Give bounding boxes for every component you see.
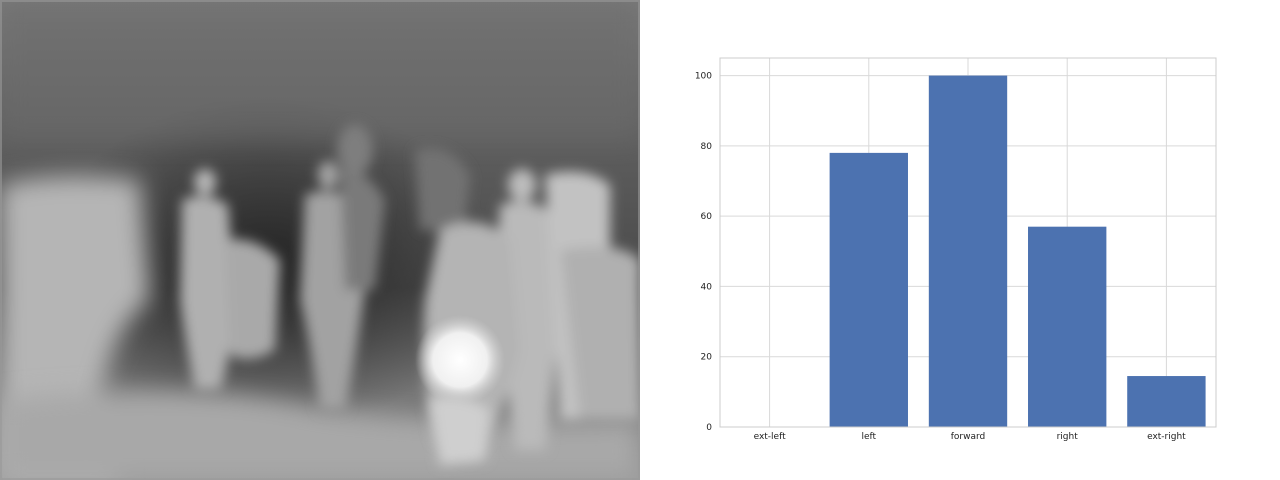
y-tick-label: 80 (701, 142, 713, 152)
bar-forward (928, 75, 1008, 428)
plot-frame (719, 57, 1217, 428)
x-tick-label-forward: forward (951, 432, 986, 442)
y-tick-labels: 0 20 40 60 80 100 (695, 72, 712, 433)
bar-right (1028, 226, 1107, 427)
bar-ext-right (1127, 376, 1206, 427)
bars (829, 75, 1206, 428)
y-tick-label: 0 (706, 423, 712, 433)
y-tick-label: 20 (701, 353, 713, 363)
y-tick-label: 40 (701, 282, 713, 292)
x-tick-label-right: right (1057, 432, 1079, 442)
bar-chart: 0 20 40 60 80 100 ext-left left forward right ext… (640, 0, 1280, 480)
depth-map-image (0, 0, 640, 480)
y-tick-label: 60 (701, 212, 713, 222)
x-tick-labels: ext-left left forward right ext-right (754, 432, 1187, 442)
x-tick-label-ext-left: ext-left (754, 432, 787, 442)
x-tick-label-ext-right: ext-right (1147, 432, 1186, 442)
depth-map-graphic (0, 0, 640, 480)
bar-left (829, 152, 908, 427)
y-tick-label: 100 (695, 72, 712, 82)
x-tick-label-left: left (862, 432, 877, 442)
